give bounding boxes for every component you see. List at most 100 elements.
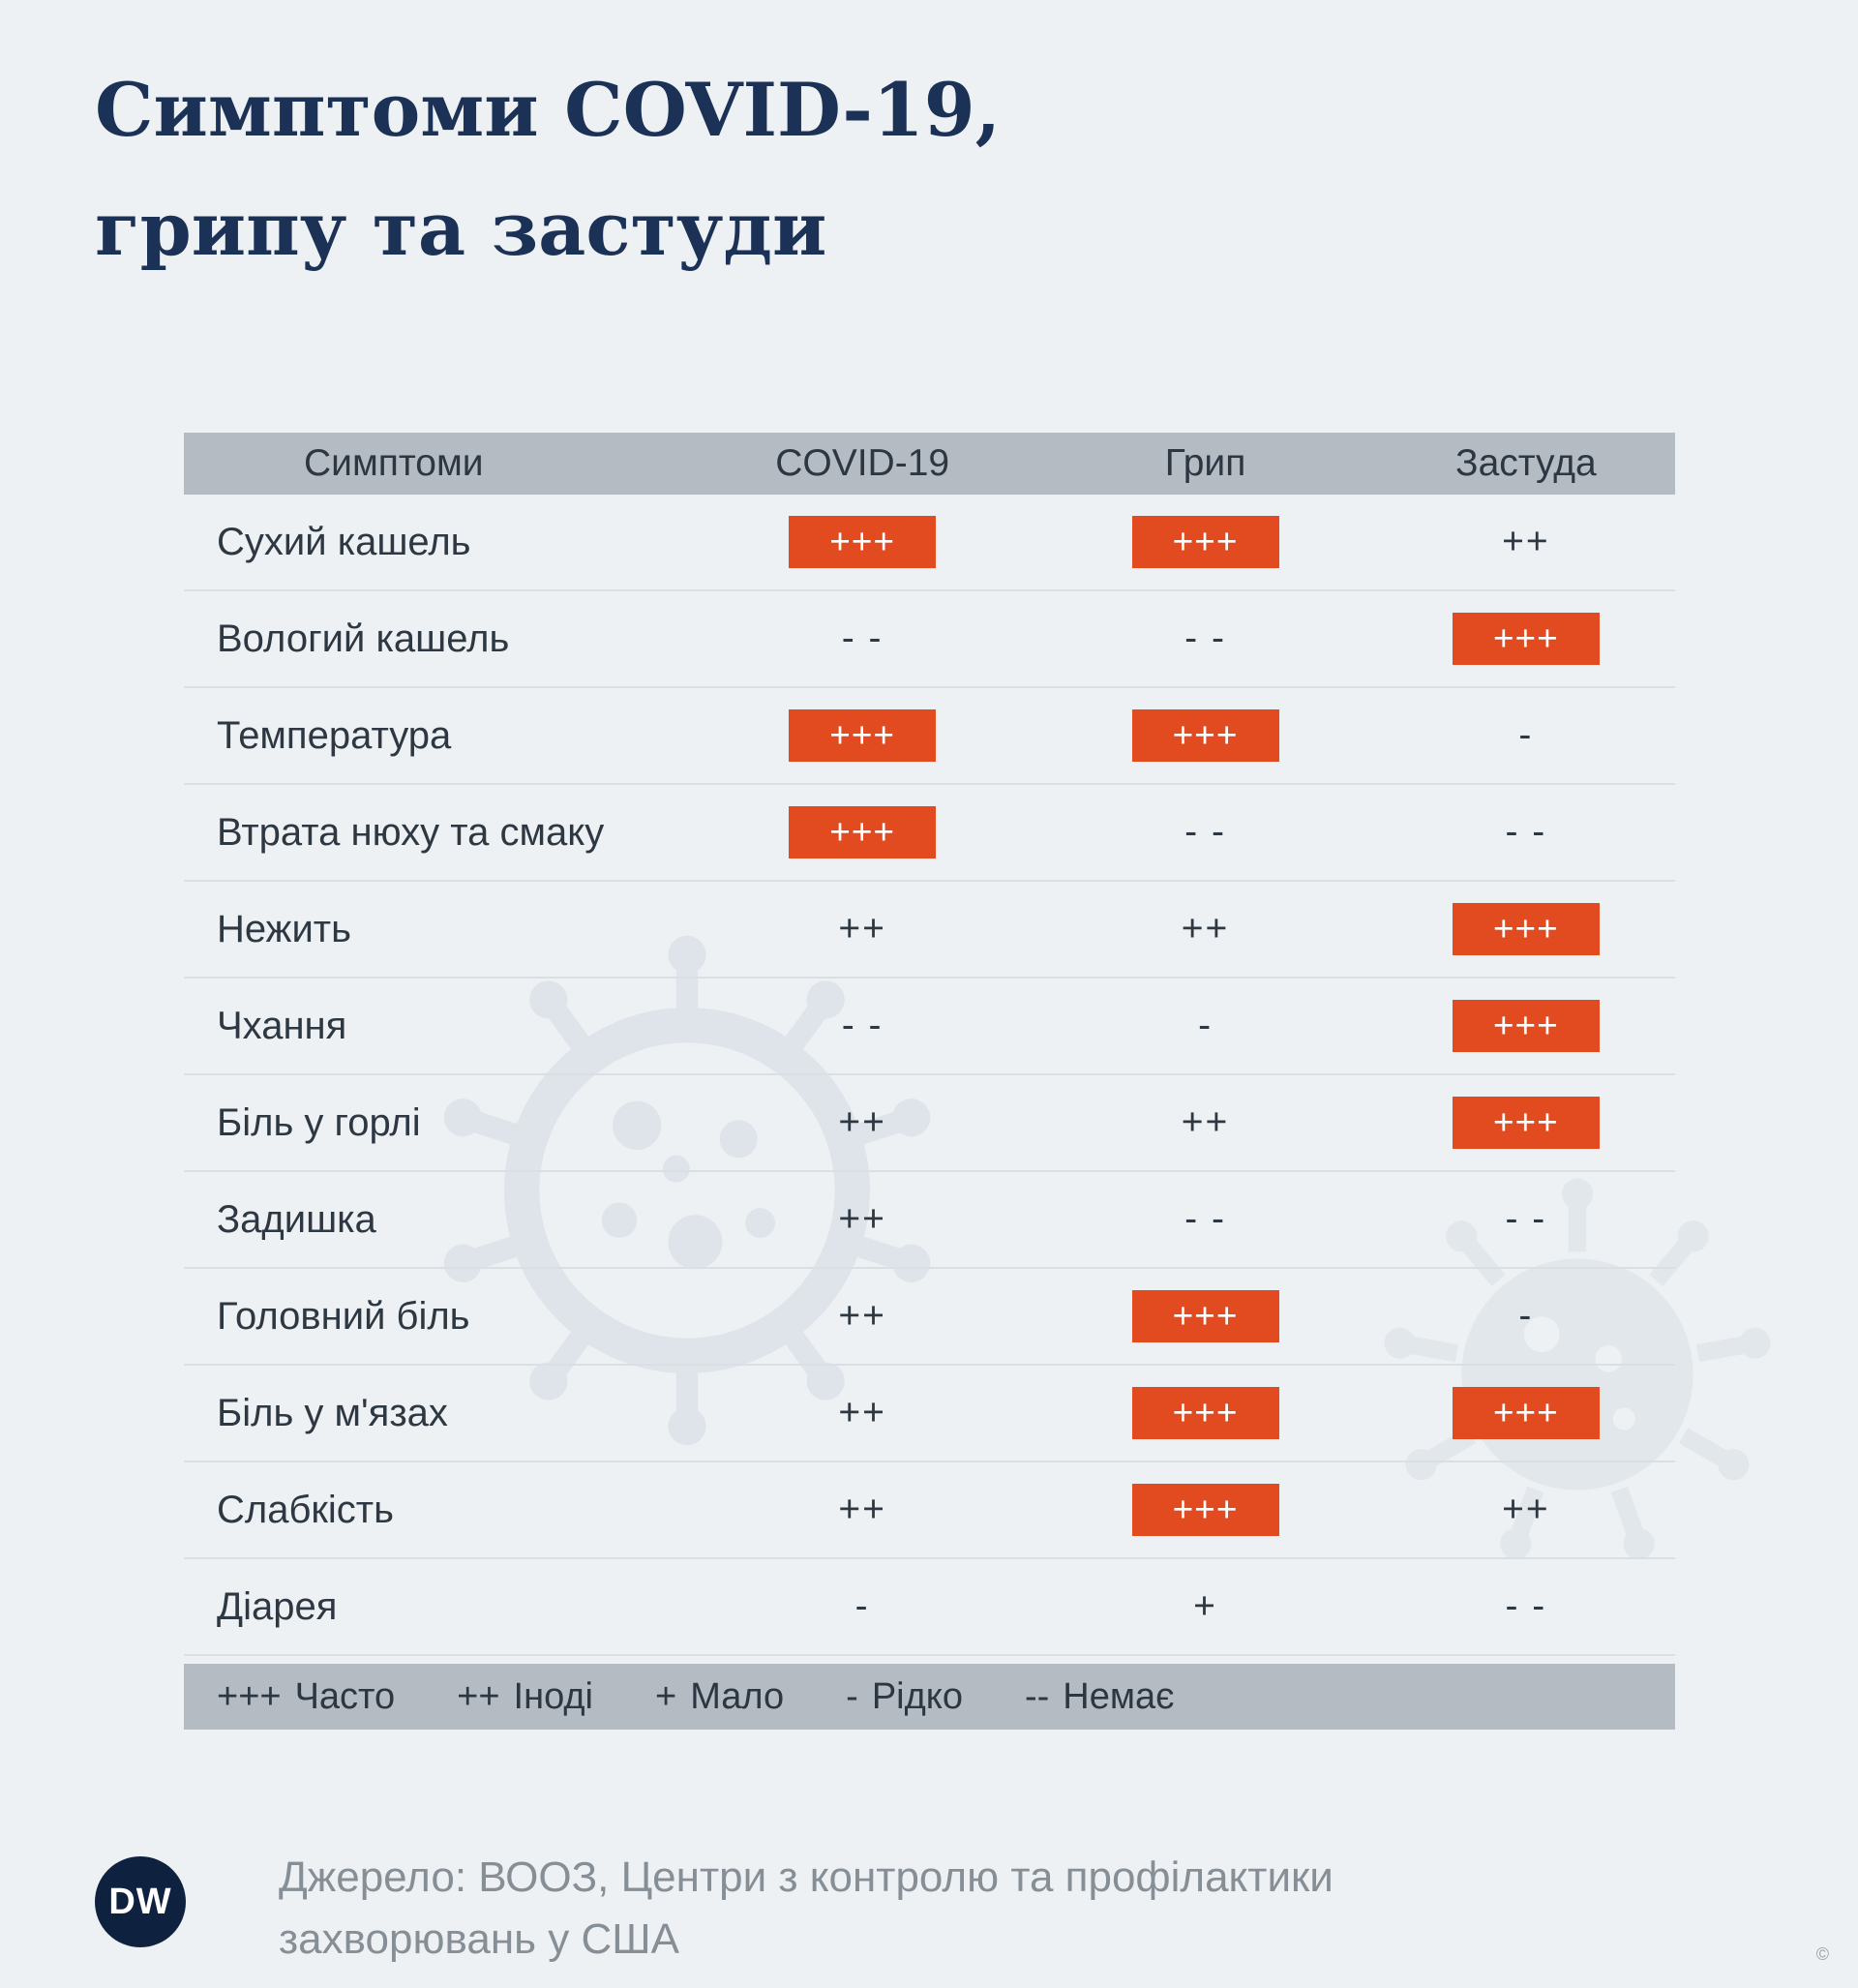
frequency-value: ++: [1502, 521, 1550, 562]
legend-label: Часто: [294, 1675, 396, 1717]
symptom-label: Діарея: [217, 1584, 338, 1628]
frequency-value: +++: [1131, 516, 1279, 568]
table-row: Біль у м'язах ++ +++ +++: [184, 1366, 1675, 1462]
frequency-value: +++: [1131, 709, 1279, 762]
table-row: Слабкість ++ +++ ++: [184, 1462, 1675, 1559]
header-covid: COVID-19: [775, 442, 950, 484]
frequency-value: -: [854, 1585, 870, 1627]
table-row: Біль у горлі ++ ++ +++: [184, 1075, 1675, 1172]
legend-label: Рідко: [871, 1675, 963, 1717]
cold-cell: +++: [1377, 1000, 1675, 1052]
covid-cell: +++: [691, 709, 1034, 762]
cold-cell: - -: [1377, 811, 1675, 854]
covid-cell: ++: [691, 1198, 1034, 1241]
frequency-value: - -: [1184, 811, 1226, 853]
header-symptoms: Симптоми: [304, 442, 484, 484]
table-row: Головний біль ++ +++ -: [184, 1269, 1675, 1366]
flu-cell: +++: [1034, 1290, 1376, 1342]
frequency-value: +++: [1452, 1000, 1600, 1052]
covid-cell: ++: [691, 908, 1034, 950]
flu-cell: ++: [1034, 1101, 1376, 1144]
symptom-label: Біль у горлі: [217, 1100, 421, 1144]
title-line-1: Симптоми COVID-19,: [95, 67, 1002, 153]
dw-logo-text: DW: [108, 1881, 172, 1922]
covid-cell: - -: [691, 617, 1034, 660]
flu-cell: +++: [1034, 516, 1376, 568]
frequency-value: - -: [841, 1005, 884, 1046]
legend-label: Іноді: [513, 1675, 594, 1717]
frequency-value: +++: [1131, 1290, 1279, 1342]
frequency-value: ++: [838, 1101, 886, 1143]
legend-item: + Мало: [655, 1676, 784, 1718]
frequency-value: +++: [1131, 1484, 1279, 1536]
frequency-value: - -: [1505, 1198, 1547, 1240]
symptom-label: Температура: [217, 713, 452, 757]
symptom-label: Сухий кашель: [217, 520, 471, 563]
covid-cell: -: [691, 1585, 1034, 1628]
frequency-value: - -: [1184, 617, 1226, 659]
frequency-value: +++: [1452, 1097, 1600, 1149]
legend-symbol: -: [846, 1675, 858, 1717]
cold-cell: ++: [1377, 521, 1675, 563]
covid-cell: ++: [691, 1101, 1034, 1144]
cold-cell: -: [1377, 714, 1675, 757]
table-row: Діарея - + - -: [184, 1559, 1675, 1656]
frequency-value: ++: [1502, 1489, 1550, 1530]
legend-item: +++ Часто: [217, 1676, 395, 1718]
frequency-value: - -: [1505, 811, 1547, 853]
footer: DW Джерело: ВООЗ, Центри з контролю та п…: [95, 1847, 1334, 1971]
frequency-value: +++: [1452, 1387, 1600, 1439]
header-flu: Грип: [1164, 442, 1246, 484]
legend-item: ++ Іноді: [457, 1676, 593, 1718]
flu-cell: -: [1034, 1005, 1376, 1047]
symptoms-table: Симптоми COVID-19 Грип Застуда Сухий каш…: [184, 433, 1675, 1730]
frequency-value: ++: [1181, 1101, 1230, 1143]
legend-symbol: ++: [457, 1675, 500, 1717]
symptom-label: Задишка: [217, 1197, 376, 1241]
legend-symbol: +: [655, 1675, 677, 1717]
legend-symbol: --: [1024, 1675, 1050, 1717]
legend-label: Мало: [690, 1675, 785, 1717]
source-line-1: Джерело: ВООЗ, Центри з контролю та проф…: [279, 1853, 1334, 1901]
symptom-label: Втрата нюху та смаку: [217, 810, 605, 854]
cold-cell: +++: [1377, 613, 1675, 665]
cold-cell: +++: [1377, 903, 1675, 955]
legend-symbol: +++: [217, 1675, 282, 1717]
table-row: Температура +++ +++ -: [184, 688, 1675, 785]
frequency-value: +++: [789, 516, 937, 568]
covid-cell: +++: [691, 806, 1034, 858]
copyright-mark: ©: [1815, 1944, 1829, 1964]
cold-cell: ++: [1377, 1489, 1675, 1531]
covid-cell: +++: [691, 516, 1034, 568]
cold-cell: +++: [1377, 1387, 1675, 1439]
legend-label: Немає: [1063, 1675, 1175, 1717]
table-header-row: Симптоми COVID-19 Грип Застуда: [184, 433, 1675, 495]
page-title: Симптоми COVID-19, грипу та застуди: [95, 50, 1001, 288]
flu-cell: +++: [1034, 709, 1376, 762]
covid-cell: ++: [691, 1489, 1034, 1531]
symptom-label: Чхання: [217, 1004, 347, 1047]
flu-cell: - -: [1034, 617, 1376, 660]
flu-cell: +: [1034, 1585, 1376, 1628]
table-row: Нежить ++ ++ +++: [184, 882, 1675, 979]
frequency-value: +++: [1452, 613, 1600, 665]
symptom-label: Нежить: [217, 907, 351, 950]
cold-cell: - -: [1377, 1198, 1675, 1241]
title-line-2: грипу та застуди: [95, 186, 827, 273]
frequency-value: ++: [838, 1295, 886, 1337]
flu-cell: +++: [1034, 1387, 1376, 1439]
frequency-value: -: [1198, 1005, 1214, 1046]
legend-item: -- Немає: [1025, 1676, 1175, 1718]
virus-watermark-icon: [443, 935, 931, 1446]
table-row: Втрата нюху та смаку +++ - - - -: [184, 785, 1675, 882]
flu-cell: - -: [1034, 811, 1376, 854]
covid-cell: ++: [691, 1295, 1034, 1338]
frequency-value: +++: [789, 806, 937, 858]
symptom-label: Головний біль: [217, 1294, 470, 1338]
frequency-value: - -: [1505, 1585, 1547, 1627]
dw-logo: DW: [95, 1856, 186, 1947]
table-row: Задишка ++ - - - -: [184, 1172, 1675, 1269]
frequency-value: ++: [1181, 908, 1230, 949]
table-row: Сухий кашель +++ +++ ++: [184, 495, 1675, 591]
